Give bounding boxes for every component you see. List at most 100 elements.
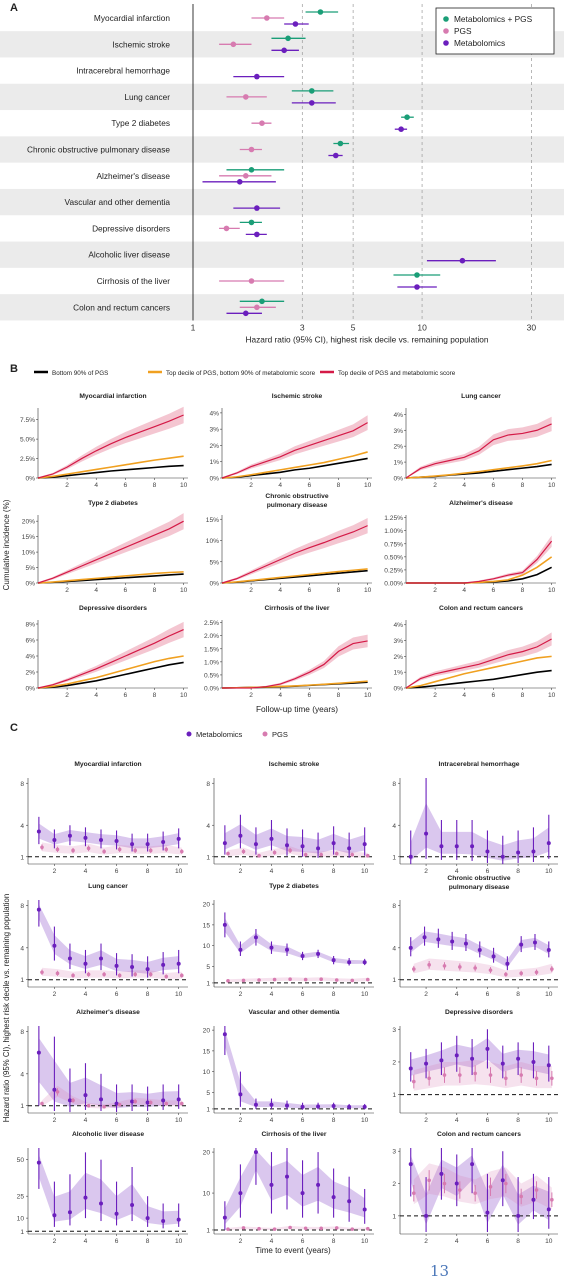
x-tick-label: 6 [308,692,312,699]
y-tick-label: 15 [203,922,211,929]
legend-marker [186,731,192,737]
x-tick-label: 4 [455,991,459,998]
legend-label: Metabolomics + PGS [454,14,533,24]
y-tick-label: 20% [22,519,35,526]
estimate-point [272,977,277,982]
y-tick-label: 10 [203,943,211,950]
y-tick-label: 1 [20,977,24,984]
y-tick-label: 10 [203,1069,211,1076]
estimate-point [164,974,169,979]
facet-title: Cirrhosis of the liver [264,605,329,612]
estimate-point [272,1227,277,1231]
y-tick-label: 0% [25,686,35,693]
series-line-bottom [37,464,184,479]
x-tick-label: 8 [337,692,341,699]
estimate-point [71,973,75,978]
estimate-point [130,842,135,847]
legend-box [435,7,555,55]
y-tick-label: 2% [25,670,35,677]
x-tick-label: 8 [521,482,525,489]
x-tick-label: 4 [462,587,466,594]
legend-label: Metabolomics [196,730,243,739]
estimate-point [264,15,270,21]
y-tick-label: 7.5% [20,417,35,424]
y-tick-label: 10 [203,1191,211,1198]
estimate-point [534,1076,539,1081]
legend-label: PGS [272,730,288,739]
estimate-point [40,845,44,850]
series-line-top-pgs [221,451,368,479]
category-label: Alzheimer's disease [96,171,170,181]
series-line-top-both [37,629,184,689]
estimate-point [500,1061,505,1066]
estimate-point [285,35,291,42]
y-tick-label: 1 [20,1229,24,1236]
x-tick-label: 10 [175,868,183,875]
estimate-point [254,304,260,311]
x-tick-label: 8 [332,1238,336,1245]
category-label: Type 2 diabetes [111,118,170,128]
x-tick-label: 6 [124,692,128,699]
ci-band-metabolomics [38,1037,179,1109]
y-tick-label: 5 [206,964,210,971]
y-tick-label: 4 [206,823,210,830]
ci-band-metabolomics [224,918,365,965]
estimate-point [303,852,308,857]
estimate-point [55,847,60,852]
series-line-bottom [37,661,184,689]
x-tick-label: 2 [53,868,57,875]
x-tick-label: 10 [361,991,369,998]
x-tick-label: 6 [115,1238,119,1245]
estimate-point [117,847,122,852]
x-tick-label: 4 [462,482,466,489]
estimate-point [319,977,323,981]
estimate-point [269,836,274,841]
x-axis-title: Time to event (years) [255,1246,331,1255]
y-tick-label: 4 [20,945,24,952]
x-tick-label: 6 [308,587,312,594]
estimate-point [500,854,505,859]
legend-marker [262,731,268,737]
y-tick-label: 0% [393,476,403,483]
estimate-point [422,935,427,940]
estimate-point [254,73,260,80]
estimate-point [316,846,321,851]
facet-title: pulmonary disease [449,884,510,891]
estimate-point [130,1202,135,1207]
series-line-top-both [37,414,184,479]
estimate-point [161,1098,166,1103]
estimate-point [531,1197,536,1202]
x-tick-label: 4 [84,1117,88,1124]
ci-band [222,415,368,478]
x-tick-label: 4 [270,1117,274,1124]
x-tick-label: 8 [516,991,520,998]
estimate-point [303,977,308,982]
y-axis-title: Cumulative incidence (%) [2,499,11,590]
estimate-point [504,1076,508,1081]
facet-title: Chronic obstructive [265,493,328,500]
estimate-point [292,21,299,27]
x-tick-label: 4 [455,1238,459,1245]
series-line-top-pgs [37,571,184,584]
ci-band-metabolomics [224,824,365,854]
y-tick-label: 1 [392,854,396,861]
y-tick-label: 3% [393,428,403,435]
category-label: Chronic obstructive pulmonary disease [27,145,170,155]
y-tick-label: 0.75% [384,541,403,548]
facet-title: Ischemic stroke [269,761,320,768]
estimate-point [259,120,265,126]
y-tick-label: 15% [206,517,219,524]
x-tick-label: 4 [270,991,274,998]
estimate-point [308,88,315,94]
ci-band-pgs [227,846,368,859]
x-tick-label: 10 [175,1117,183,1124]
x-tick-label: 4 [455,1117,459,1124]
y-tick-label: 4 [392,823,396,830]
estimate-point [52,943,57,948]
panel-label-b: B [10,363,18,375]
estimate-point [86,1103,91,1108]
x-tick-label: 8 [153,692,157,699]
estimate-point [86,846,91,851]
x-tick-label: 8 [332,991,336,998]
x-tick-label: 6 [301,1238,305,1245]
